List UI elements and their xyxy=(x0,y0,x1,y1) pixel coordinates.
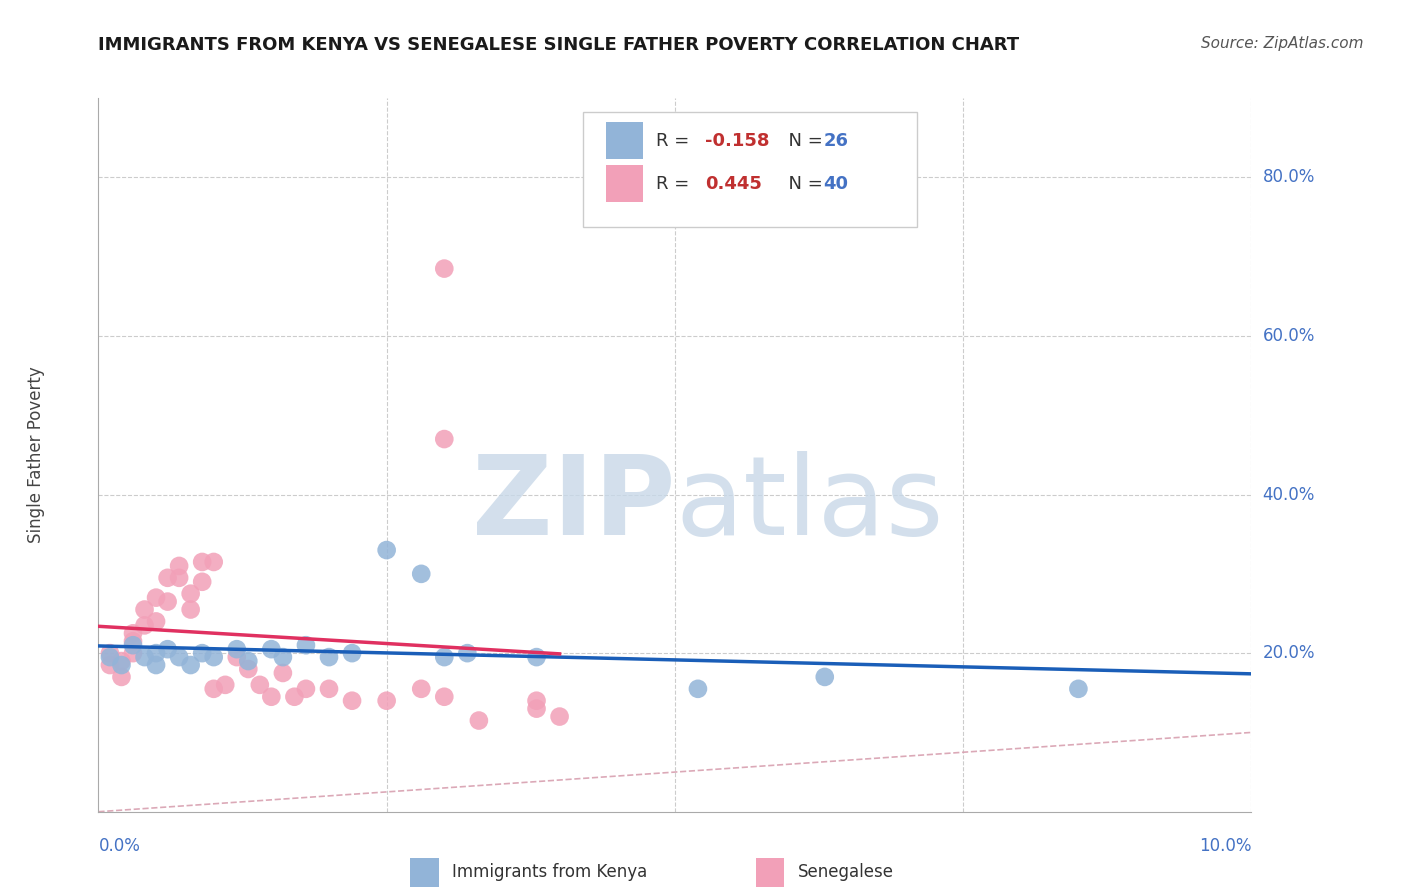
Text: 26: 26 xyxy=(824,132,849,150)
Point xyxy=(1067,681,1090,696)
Point xyxy=(318,650,340,665)
Point xyxy=(122,626,145,640)
Point xyxy=(98,658,121,673)
Point xyxy=(238,654,260,668)
Point xyxy=(433,650,456,665)
Text: atlas: atlas xyxy=(675,451,943,558)
Point xyxy=(814,670,837,684)
Text: ZIP: ZIP xyxy=(471,451,675,558)
Point xyxy=(283,690,305,704)
Text: IMMIGRANTS FROM KENYA VS SENEGALESE SINGLE FATHER POVERTY CORRELATION CHART: IMMIGRANTS FROM KENYA VS SENEGALESE SING… xyxy=(98,36,1019,54)
Bar xyxy=(606,165,643,202)
Point xyxy=(167,558,190,573)
Point xyxy=(156,594,179,608)
Point xyxy=(145,615,167,629)
Point xyxy=(468,714,491,728)
Text: N =: N = xyxy=(778,175,830,193)
Point xyxy=(202,681,225,696)
Point xyxy=(340,694,363,708)
Point xyxy=(134,618,156,632)
Point xyxy=(214,678,236,692)
Point xyxy=(433,432,456,446)
Point xyxy=(260,690,283,704)
Text: Senegalese: Senegalese xyxy=(799,863,894,881)
Point xyxy=(191,646,214,660)
Point xyxy=(225,642,247,657)
Point xyxy=(686,681,709,696)
Text: Immigrants from Kenya: Immigrants from Kenya xyxy=(453,863,648,881)
Point xyxy=(145,591,167,605)
Text: 40: 40 xyxy=(824,175,849,193)
Point xyxy=(225,650,247,665)
Bar xyxy=(606,122,643,160)
Point xyxy=(191,555,214,569)
Point xyxy=(167,650,190,665)
Text: 20.0%: 20.0% xyxy=(1263,644,1315,662)
Point xyxy=(145,646,167,660)
Text: Source: ZipAtlas.com: Source: ZipAtlas.com xyxy=(1201,36,1364,51)
Text: N =: N = xyxy=(778,132,830,150)
Text: 80.0%: 80.0% xyxy=(1263,169,1315,186)
Point xyxy=(122,646,145,660)
Point xyxy=(271,665,294,680)
Point xyxy=(411,566,433,581)
Point xyxy=(134,602,156,616)
Point xyxy=(548,709,571,723)
Point xyxy=(110,654,132,668)
Point xyxy=(180,587,202,601)
Point xyxy=(526,701,548,715)
Point xyxy=(375,543,398,558)
Point xyxy=(98,646,121,660)
Point xyxy=(411,681,433,696)
Point xyxy=(110,670,132,684)
FancyBboxPatch shape xyxy=(582,112,917,227)
Point xyxy=(295,638,318,652)
Point xyxy=(156,642,179,657)
Point xyxy=(271,650,294,665)
Point xyxy=(433,690,456,704)
Point xyxy=(340,646,363,660)
Point xyxy=(433,261,456,276)
Point xyxy=(191,574,214,589)
Point xyxy=(318,681,340,696)
Point xyxy=(167,571,190,585)
Point xyxy=(134,650,156,665)
Text: 0.445: 0.445 xyxy=(704,175,762,193)
Bar xyxy=(755,858,785,887)
Point xyxy=(295,681,318,696)
Text: 40.0%: 40.0% xyxy=(1263,485,1315,504)
Point xyxy=(456,646,478,660)
Point xyxy=(110,658,132,673)
Point xyxy=(238,662,260,676)
Point xyxy=(98,650,121,665)
Point xyxy=(145,658,167,673)
Point xyxy=(180,602,202,616)
Point xyxy=(180,658,202,673)
Point xyxy=(122,634,145,648)
Text: R =: R = xyxy=(657,132,696,150)
Text: 60.0%: 60.0% xyxy=(1263,327,1315,345)
Text: R =: R = xyxy=(657,175,696,193)
Point xyxy=(526,650,548,665)
Point xyxy=(156,571,179,585)
Text: -0.158: -0.158 xyxy=(704,132,769,150)
Point xyxy=(260,642,283,657)
Text: 0.0%: 0.0% xyxy=(98,837,141,855)
Text: Single Father Poverty: Single Father Poverty xyxy=(27,367,45,543)
Point xyxy=(249,678,271,692)
Point xyxy=(122,638,145,652)
Point xyxy=(202,555,225,569)
Text: 10.0%: 10.0% xyxy=(1199,837,1251,855)
Bar xyxy=(409,858,439,887)
Point xyxy=(375,694,398,708)
Point xyxy=(202,650,225,665)
Point xyxy=(526,694,548,708)
